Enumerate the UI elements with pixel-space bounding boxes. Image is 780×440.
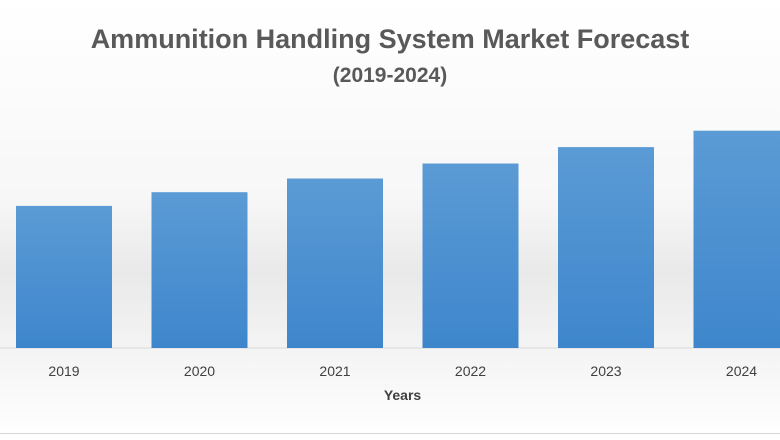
bar-2023 <box>558 147 654 348</box>
chart-subtitle: (2019-2024) <box>332 64 448 87</box>
chart-title: Ammunition Handling System Market Foreca… <box>90 24 690 54</box>
bar-2022 <box>422 163 519 348</box>
x-axis-label: Years <box>383 387 422 403</box>
bars-group <box>16 130 780 348</box>
x-tick-label-2020: 2020 <box>184 363 215 379</box>
x-tick-label-2021: 2021 <box>319 363 350 379</box>
x-tick-label-2019: 2019 <box>48 363 79 379</box>
x-tick-labels-group: 2019 2020 2021 2022 2023 2024 <box>48 363 757 379</box>
x-tick-label-2024: 2024 <box>726 363 757 379</box>
bar-2024 <box>693 130 780 348</box>
bar-2021 <box>287 178 383 348</box>
bar-2019 <box>16 205 112 348</box>
bar-2020 <box>151 192 248 348</box>
x-tick-label-2023: 2023 <box>590 363 621 379</box>
x-tick-label-2022: 2022 <box>455 363 486 379</box>
